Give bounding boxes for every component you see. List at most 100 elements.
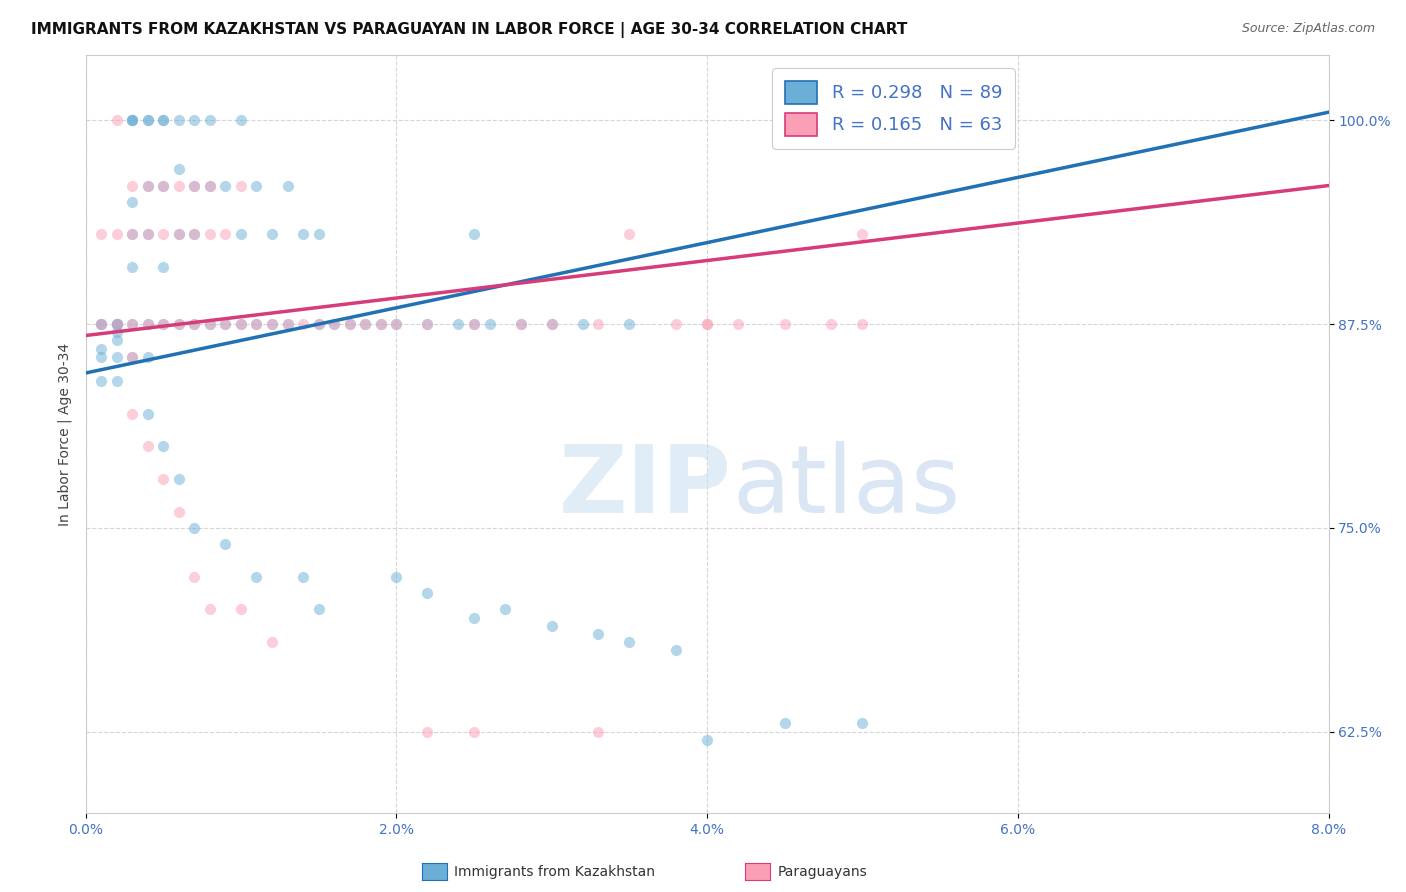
Point — [183, 178, 205, 193]
Point — [696, 317, 718, 331]
Point — [105, 374, 128, 388]
Point — [121, 317, 143, 331]
Point — [370, 317, 392, 331]
Point — [339, 317, 361, 331]
Point — [260, 317, 283, 331]
Point — [121, 227, 143, 242]
Point — [540, 618, 562, 632]
Point — [416, 317, 439, 331]
Point — [540, 317, 562, 331]
Point — [665, 317, 688, 331]
Point — [152, 317, 174, 331]
Point — [478, 317, 501, 331]
Point — [339, 317, 361, 331]
Point — [214, 227, 236, 242]
Point — [198, 178, 221, 193]
Point — [851, 317, 873, 331]
Point — [167, 317, 190, 331]
Point — [167, 162, 190, 177]
Point — [385, 317, 408, 331]
Point — [90, 374, 112, 388]
Point — [152, 113, 174, 128]
Point — [152, 178, 174, 193]
Point — [260, 227, 283, 242]
Point — [354, 317, 377, 331]
Point — [619, 635, 641, 649]
Point — [105, 325, 128, 339]
Point — [105, 317, 128, 331]
Point — [105, 317, 128, 331]
Point — [121, 194, 143, 209]
Text: Paraguayans: Paraguayans — [778, 865, 868, 880]
Point — [727, 317, 749, 331]
Point — [292, 317, 315, 331]
Point — [136, 439, 159, 453]
Point — [90, 317, 112, 331]
Point — [416, 724, 439, 739]
Point — [167, 317, 190, 331]
Point — [260, 317, 283, 331]
Point — [308, 317, 330, 331]
Point — [509, 317, 531, 331]
Point — [136, 407, 159, 421]
Point — [463, 317, 485, 331]
Point — [323, 317, 346, 331]
Point — [136, 113, 159, 128]
Point — [696, 732, 718, 747]
Point — [308, 317, 330, 331]
Point — [121, 350, 143, 364]
Point — [820, 317, 842, 331]
Text: ZIP: ZIP — [560, 442, 733, 533]
Text: IMMIGRANTS FROM KAZAKHSTAN VS PARAGUAYAN IN LABOR FORCE | AGE 30-34 CORRELATION : IMMIGRANTS FROM KAZAKHSTAN VS PARAGUAYAN… — [31, 22, 907, 38]
Point — [214, 537, 236, 551]
Point — [121, 227, 143, 242]
Point — [121, 350, 143, 364]
Point — [105, 317, 128, 331]
Point — [354, 317, 377, 331]
Point — [183, 570, 205, 584]
Point — [198, 317, 221, 331]
Point — [198, 227, 221, 242]
Point — [245, 317, 267, 331]
Point — [229, 227, 252, 242]
Point — [463, 724, 485, 739]
Point — [851, 227, 873, 242]
Text: atlas: atlas — [733, 442, 960, 533]
Point — [540, 317, 562, 331]
Point — [385, 570, 408, 584]
Point — [572, 317, 595, 331]
Point — [90, 350, 112, 364]
Point — [152, 178, 174, 193]
Point — [105, 317, 128, 331]
Point — [90, 342, 112, 356]
Point — [588, 724, 610, 739]
Point — [292, 570, 315, 584]
Point — [416, 317, 439, 331]
Point — [152, 260, 174, 274]
Point — [229, 602, 252, 616]
Point — [183, 178, 205, 193]
Point — [183, 227, 205, 242]
Point — [665, 643, 688, 657]
Point — [152, 472, 174, 486]
Point — [370, 317, 392, 331]
Point — [588, 317, 610, 331]
Point — [90, 317, 112, 331]
Point — [198, 317, 221, 331]
Point — [105, 113, 128, 128]
Point — [619, 227, 641, 242]
Point — [619, 317, 641, 331]
Point — [308, 227, 330, 242]
Point — [136, 350, 159, 364]
Point — [136, 317, 159, 331]
Point — [167, 178, 190, 193]
Point — [183, 317, 205, 331]
Point — [121, 317, 143, 331]
Point — [447, 317, 470, 331]
Point — [245, 317, 267, 331]
Point — [183, 521, 205, 535]
Point — [136, 227, 159, 242]
Point — [773, 716, 796, 731]
Point — [121, 407, 143, 421]
Point — [277, 317, 299, 331]
